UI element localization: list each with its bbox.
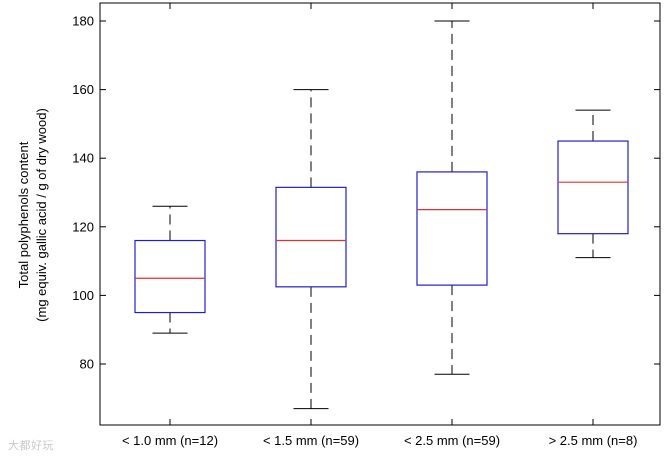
boxes-group	[134, 20, 629, 410]
plot-area-frame	[99, 2, 661, 426]
iqr-box	[134, 239, 206, 314]
box-4	[557, 109, 629, 259]
y-tick-label: 80	[80, 357, 94, 372]
x-category-label: > 2.5 mm (n=8)	[549, 433, 638, 448]
y-tick-label: 160	[72, 82, 94, 97]
box-1	[134, 205, 206, 334]
watermark: 大都好玩	[8, 439, 54, 452]
y-tick-label: 100	[72, 288, 94, 303]
x-axis: < 1.0 mm (n=12) < 1.5 mm (n=59) < 2.5 mm (…	[122, 3, 637, 448]
y-tick-label: 140	[72, 151, 94, 166]
x-category-label: < 1.0 mm (n=12)	[122, 433, 218, 448]
x-category-label: < 1.5 mm (n=59)	[263, 433, 359, 448]
y-axis-label-line2: (mg equiv. gallic acid / g of dry wood)	[34, 108, 49, 322]
y-axis-label-line1: Total polyphenols content	[16, 141, 31, 288]
y-axis: 80 100 120 140 160 180	[72, 14, 660, 372]
iqr-box	[557, 140, 629, 235]
iqr-box	[275, 186, 347, 288]
iqr-box	[416, 171, 488, 286]
box-3	[416, 20, 488, 375]
y-tick-label: 120	[72, 219, 94, 234]
y-tick-label: 180	[72, 14, 94, 29]
x-category-label: < 2.5 mm (n=59)	[404, 433, 500, 448]
box-2	[275, 89, 347, 410]
